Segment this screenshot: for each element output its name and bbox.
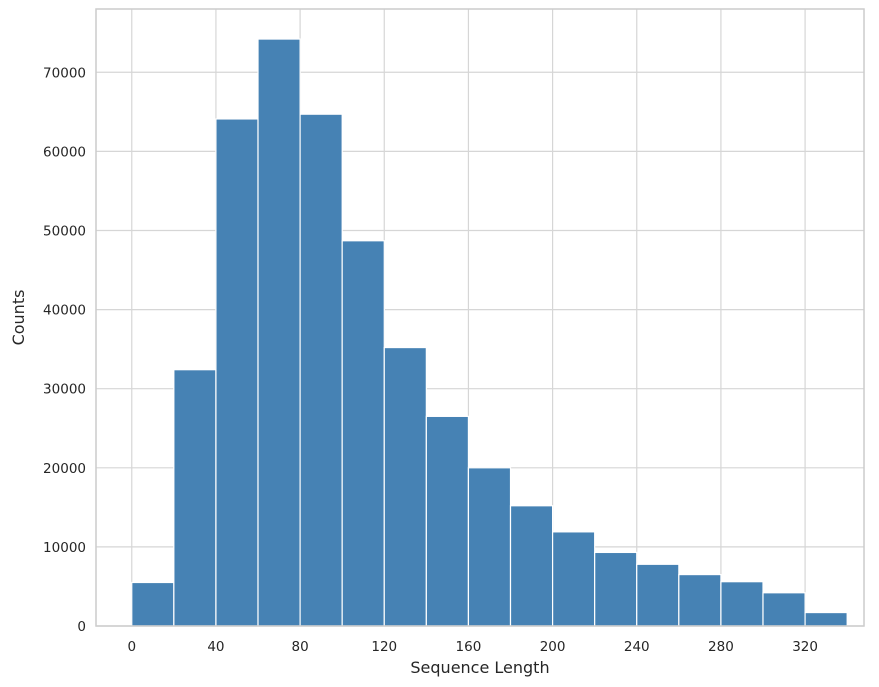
- histogram-bar: [467, 467, 512, 627]
- x-tick-label: 240: [624, 639, 650, 655]
- y-tick-label: 50000: [43, 223, 86, 239]
- histogram-bars: [131, 38, 848, 627]
- x-tick-label: 80: [292, 639, 309, 655]
- histogram-bar: [678, 573, 722, 627]
- y-tick-label: 70000: [43, 65, 86, 81]
- y-tick-label: 60000: [43, 144, 86, 160]
- y-tick-labels: 0 10000 20000 30000 40000 50000 60000 70000: [43, 65, 86, 635]
- plot-frame: [95, 8, 865, 627]
- y-tick-label: 20000: [43, 461, 86, 477]
- histogram-bar: [215, 118, 259, 627]
- histogram-bar: [636, 563, 680, 627]
- histogram-bar: [383, 346, 427, 627]
- histogram-bar: [594, 551, 638, 627]
- y-axis-label: Counts: [9, 290, 28, 346]
- histogram-bar: [804, 611, 848, 627]
- histogram-bar: [257, 38, 301, 627]
- y-tick-label: 0: [77, 619, 86, 635]
- x-axis-label: Sequence Length: [410, 658, 549, 677]
- histogram-bar: [720, 581, 764, 627]
- x-tick-labels: 0 40 80 120 160 200 240 280 320: [127, 639, 818, 655]
- x-tick-label: 200: [540, 639, 566, 655]
- y-tick-label: 40000: [43, 303, 86, 319]
- histogram-bar: [131, 581, 175, 627]
- x-tick-label: 0: [127, 639, 136, 655]
- histogram-bar: [173, 369, 217, 627]
- histogram-bar: [762, 592, 806, 627]
- y-tick-label: 30000: [43, 382, 86, 398]
- histogram-bar: [341, 240, 385, 627]
- x-tick-label: 40: [207, 639, 224, 655]
- histogram-bar: [509, 505, 554, 627]
- y-tick-label: 10000: [43, 540, 86, 556]
- x-tick-label: 280: [708, 639, 734, 655]
- histogram-bar: [425, 415, 470, 627]
- x-tick-label: 160: [456, 639, 482, 655]
- histogram-bar: [299, 113, 343, 627]
- x-tick-label: 320: [792, 639, 818, 655]
- histogram-bar: [551, 531, 596, 627]
- x-tick-label: 120: [371, 639, 397, 655]
